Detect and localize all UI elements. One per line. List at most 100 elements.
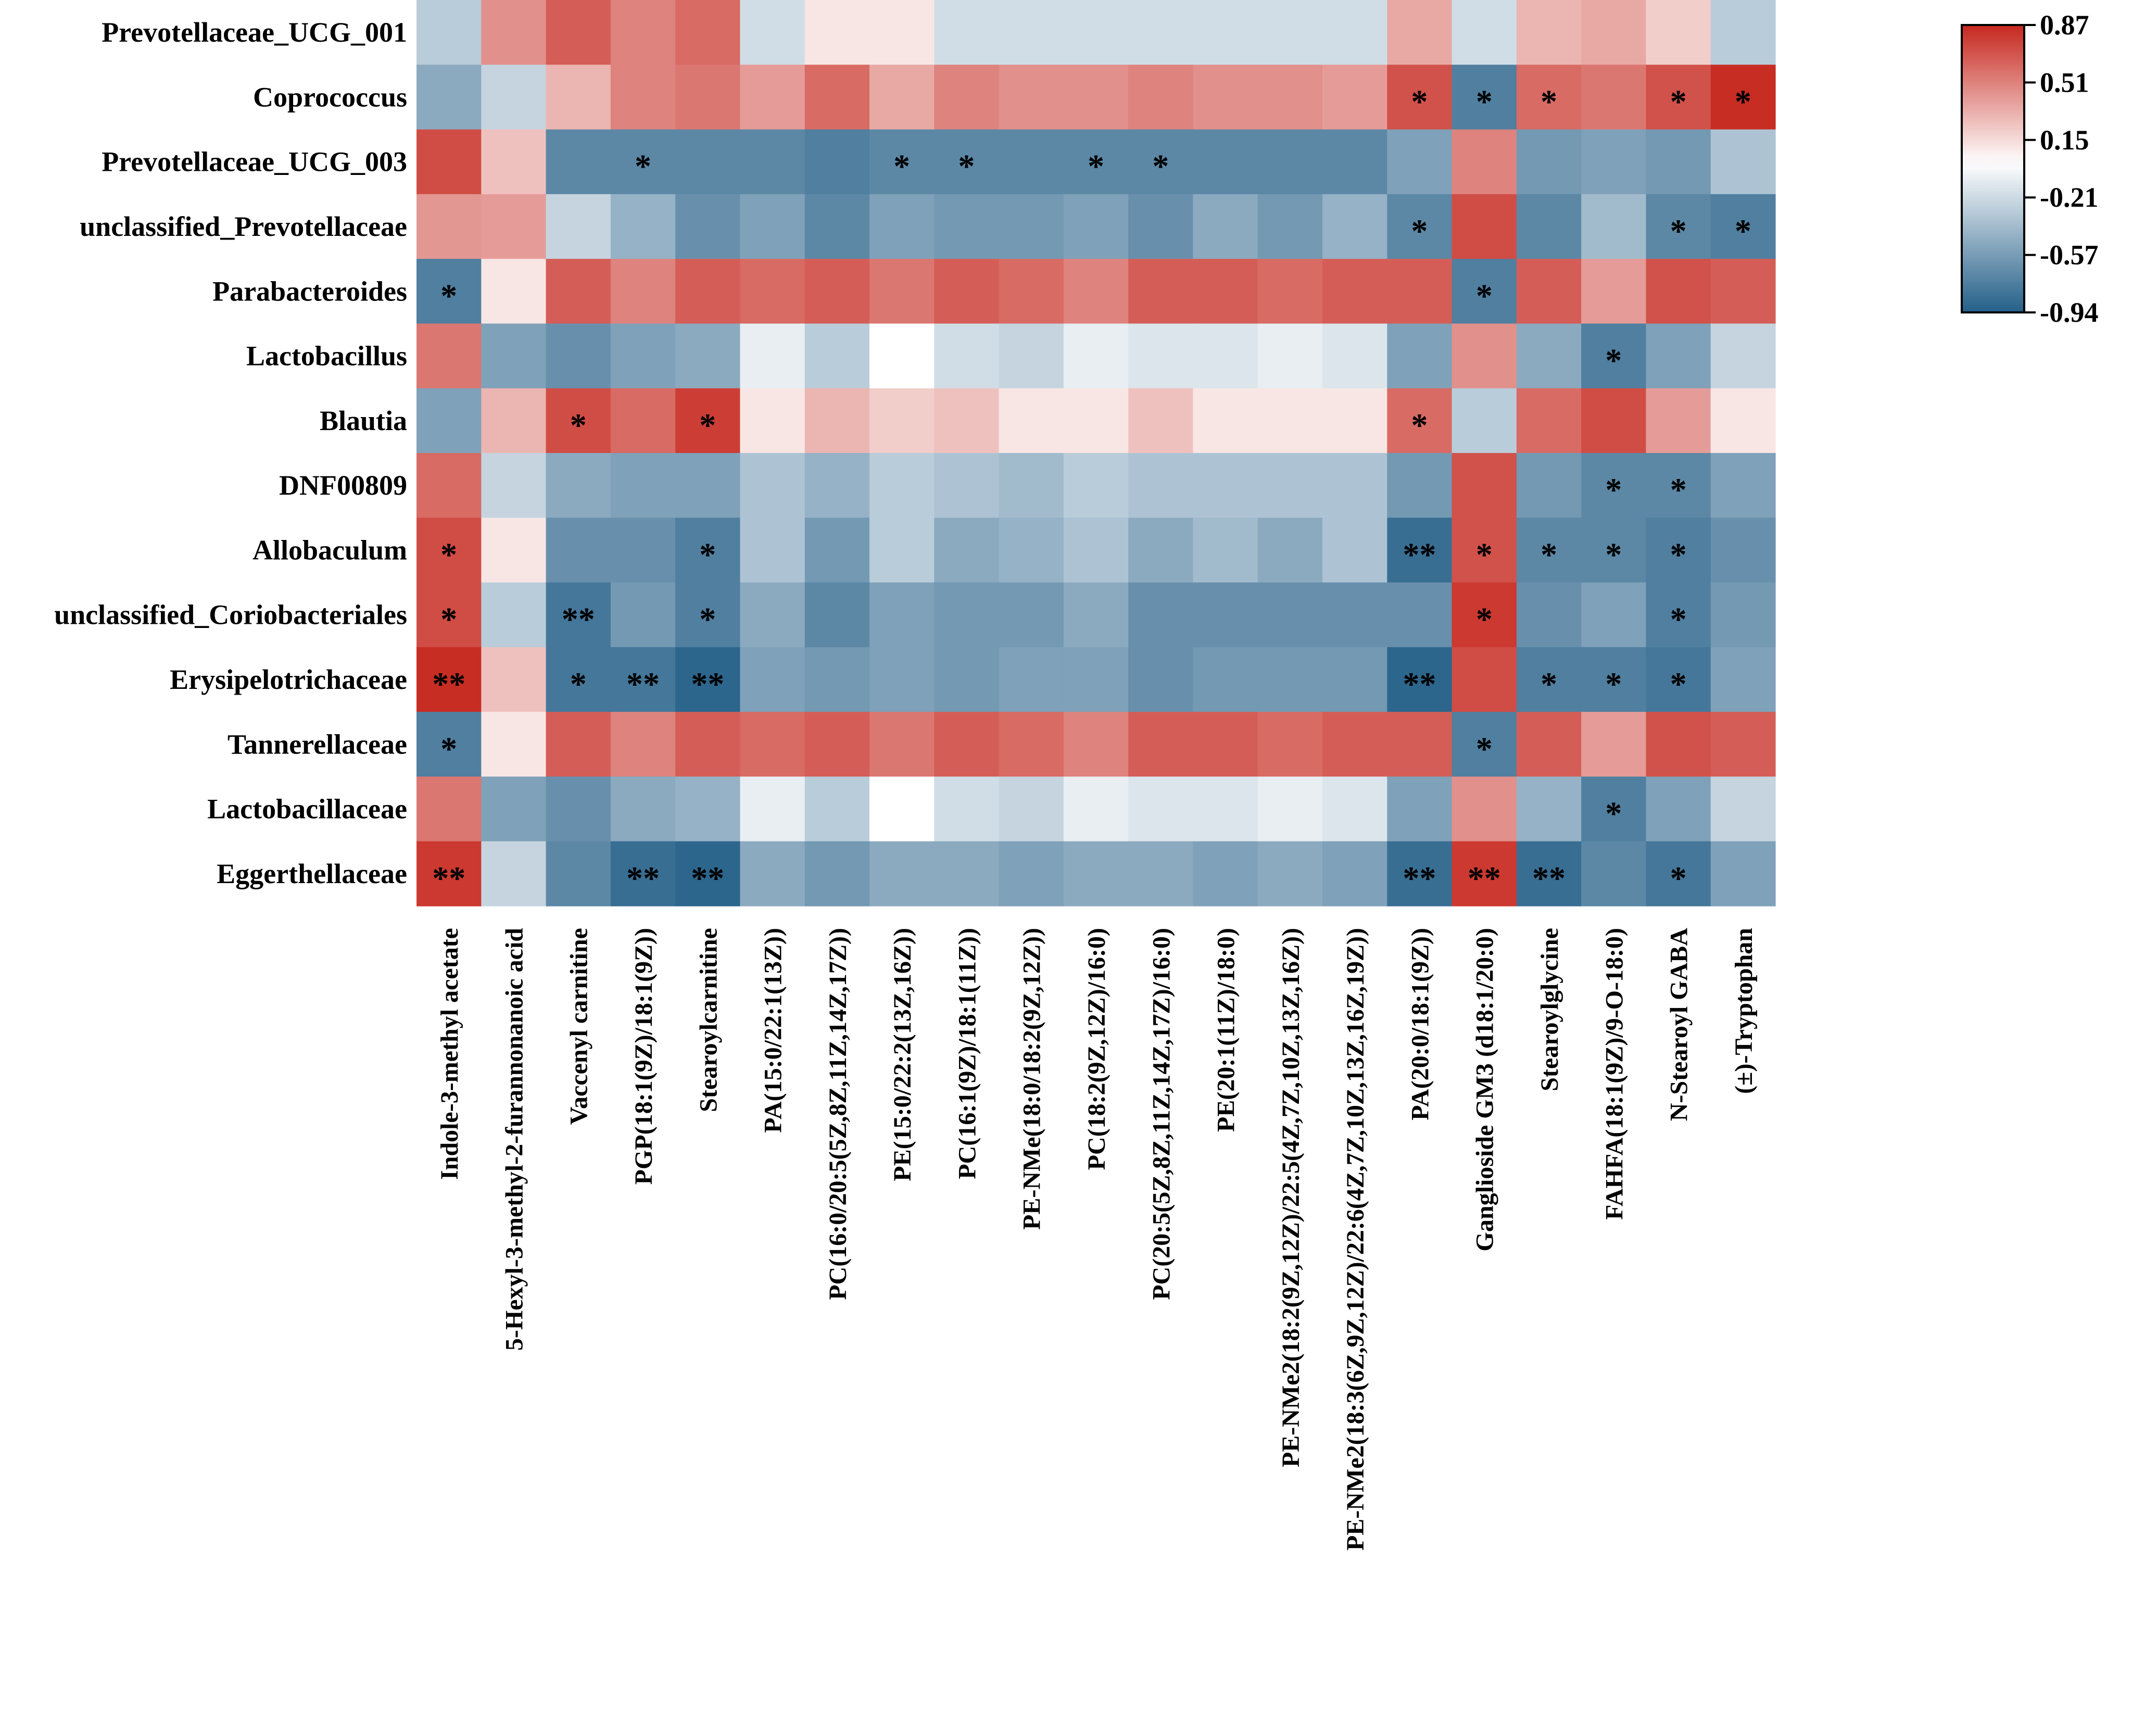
heatmap-cell (1710, 323, 1776, 389)
heatmap-cell (1063, 194, 1129, 259)
heatmap-cell (1710, 129, 1776, 195)
heatmap-cell (1322, 65, 1387, 130)
column-label: 5-Hexyl-3-methyl-2-furannonanoic acid (500, 928, 528, 1351)
column-label: PE-NMe2(18:3(6Z,9Z,12Z)/22:6(4Z,7Z,10Z,1… (1342, 928, 1369, 1551)
significance-marks: * * * * ** * * * ** * ** *** * ** ** * ** * * * ** ** * * *** * **… (432, 83, 1751, 896)
row-label: Lactobacillaceae (207, 794, 407, 825)
heatmap-cell (1193, 776, 1258, 842)
heatmap-cell (1646, 776, 1711, 842)
column-label: PE(15:0/22:2(13Z,16Z)) (889, 928, 916, 1181)
heatmap-cell (1322, 776, 1387, 842)
heatmap-cell (1063, 712, 1129, 777)
heatmap-cell (1128, 453, 1194, 518)
significance-star: * (1476, 601, 1493, 638)
heatmap-cell (417, 582, 482, 648)
heatmap-cell (1193, 453, 1258, 518)
significance-star: * (1605, 795, 1622, 832)
heatmap-cell (934, 259, 1000, 324)
heatmap-cell (546, 776, 611, 842)
heatmap-cell (546, 647, 611, 712)
heatmap-cell (1452, 65, 1517, 130)
heatmap-cell (1581, 582, 1647, 648)
heatmap-cell (1193, 841, 1258, 907)
significance-star: * (635, 148, 651, 185)
heatmap-cell (1257, 712, 1323, 777)
column-label: N-Stearoyl GABA (1666, 928, 1693, 1121)
significance-star: * (440, 601, 457, 638)
heatmap-cell (417, 453, 482, 518)
heatmap-cell (869, 0, 935, 65)
heatmap-cell (1322, 129, 1387, 195)
column-labels: Indole-3-methyl acetate 5-Hexyl-3-methyl-… (436, 928, 1758, 1551)
heatmap-cell (804, 323, 870, 389)
heatmap-cell (675, 129, 741, 195)
heatmap-cell (1193, 582, 1258, 648)
column-label: Ganglioside GM3 (d18:1/20:0) (1471, 928, 1499, 1251)
heatmap-cell (1581, 453, 1647, 518)
heatmap-cell (481, 841, 547, 907)
significance-star: * (570, 407, 587, 444)
heatmap-cell (804, 582, 870, 648)
heatmap-cell (481, 65, 547, 130)
heatmap-cell (999, 841, 1064, 907)
heatmap-cell (1516, 841, 1582, 907)
heatmap-cell (1452, 259, 1517, 324)
significance-star: * (1476, 277, 1493, 314)
heatmap-cell (1387, 129, 1453, 195)
heatmap-cell (481, 647, 547, 712)
heatmap-cell (1581, 388, 1647, 454)
heatmap-cell (481, 453, 547, 518)
heatmap-cell (869, 129, 935, 195)
heatmap-cell (740, 0, 805, 65)
heatmap-cell (1581, 776, 1647, 842)
heatmap-cell (740, 65, 805, 130)
heatmap-cell (1257, 65, 1323, 130)
heatmap-cell (1516, 776, 1582, 842)
column-label: FAHFA(18:1(9Z)/9-O-18:0) (1600, 928, 1628, 1220)
heatmap-cell (546, 323, 611, 389)
heatmap-cell (1063, 453, 1129, 518)
heatmap-cell (675, 0, 741, 65)
heatmap-cell (869, 65, 935, 130)
heatmap-cell (1257, 0, 1323, 65)
heatmap-cell (1257, 323, 1323, 389)
heatmap-cell (1452, 0, 1517, 65)
heatmap-cell (1128, 582, 1194, 648)
column-label: PGP(18:1(9Z)/18:1(9Z)) (630, 928, 658, 1185)
heatmap-cell (1193, 65, 1258, 130)
heatmap-cell (1257, 194, 1323, 259)
heatmap-cells (417, 0, 1776, 907)
heatmap-cell (546, 194, 611, 259)
heatmap-cell (1257, 388, 1323, 454)
heatmap-cell (1387, 518, 1453, 583)
significance-star: ** (432, 665, 465, 702)
heatmap-cell (675, 712, 741, 777)
heatmap-cell (1516, 518, 1582, 583)
heatmap-cell (1516, 0, 1582, 65)
heatmap-cell (1516, 129, 1582, 195)
heatmap-cell (417, 712, 482, 777)
column-label: PC(16:1(9Z)/18:1(11Z)) (953, 928, 981, 1179)
heatmap-cell (934, 712, 1000, 777)
heatmap-cell (1710, 776, 1776, 842)
heatmap-cell (610, 323, 676, 389)
heatmap-cell (417, 259, 482, 324)
row-label: Erysipelotrichaceae (170, 664, 407, 695)
significance-star: * (570, 665, 587, 702)
heatmap-cell (417, 129, 482, 195)
heatmap-cell (740, 582, 805, 648)
significance-star: * (1670, 860, 1687, 897)
significance-star: * (1735, 83, 1751, 120)
heatmap-cell (869, 582, 935, 648)
heatmap-cell (1128, 323, 1194, 389)
heatmap-cell (1710, 194, 1776, 259)
significance-star: ** (432, 860, 465, 897)
heatmap-cell (1516, 259, 1582, 324)
heatmap-cell (1646, 518, 1711, 583)
heatmap-cell (1128, 259, 1194, 324)
heatmap-cell (999, 647, 1064, 712)
column-label: PA(15:0/22:1(13Z)) (760, 928, 787, 1133)
significance-star: ** (1403, 665, 1436, 702)
heatmap-cell (869, 841, 935, 907)
